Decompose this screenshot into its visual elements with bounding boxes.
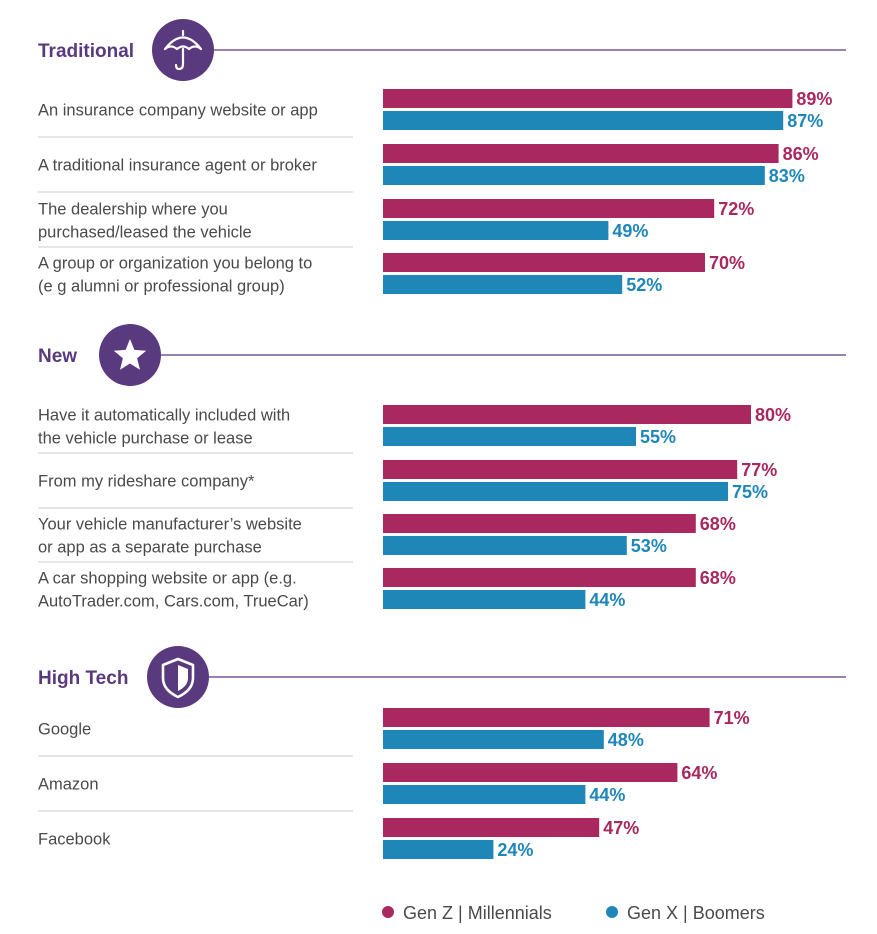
data-label: 86%: [783, 144, 819, 164]
row-label: purchased/leased the vehicle: [38, 224, 252, 242]
bar-row: Amazon 64% 44%: [38, 763, 717, 812]
section-high-tech: High Tech Google 71% 48% Amazon 64% 44% Faceboo…: [38, 668, 846, 860]
row-label: From my rideshare company*: [38, 473, 255, 491]
bar-genx-boomers: [383, 221, 609, 240]
row-label: Facebook: [38, 831, 111, 849]
bar-row: Have it automatically included with the v…: [38, 405, 791, 454]
row-label: Google: [38, 721, 91, 739]
data-label: 87%: [787, 111, 823, 131]
row-label: AutoTrader.com, Cars.com, TrueCar): [38, 593, 309, 611]
data-label: 77%: [741, 460, 777, 480]
bar-genz-millennials: [383, 253, 705, 272]
bar-row: Facebook 47% 24%: [38, 818, 639, 860]
bar-genz-millennials: [383, 568, 696, 587]
data-label: 72%: [718, 199, 754, 219]
row-label: An insurance company website or app: [38, 102, 318, 120]
row-label: Have it automatically included with: [38, 407, 290, 425]
shield-icon: [147, 646, 209, 708]
row-label: A group or organization you belong to: [38, 255, 312, 273]
bar-row: A traditional insurance agent or broker 8…: [38, 144, 819, 193]
data-label: 70%: [709, 253, 745, 273]
row-label: or app as a separate purchase: [38, 539, 262, 557]
bar-genz-millennials: [383, 144, 779, 163]
section-title: High Tech: [38, 668, 128, 689]
data-label: 24%: [497, 840, 533, 860]
bar-row: A car shopping website or app (e.g. AutoT…: [38, 568, 736, 611]
bar-genx-boomers: [383, 482, 728, 501]
bar-genx-boomers: [383, 840, 494, 859]
bar-genz-millennials: [383, 199, 715, 218]
section-title: Traditional: [38, 41, 134, 62]
legend-swatch: [382, 906, 394, 918]
umbrella-icon: [152, 19, 214, 81]
section-new: New Have it automatically included with th…: [38, 346, 846, 611]
data-label: 55%: [640, 427, 676, 447]
bar-genz-millennials: [383, 763, 678, 782]
data-label: 47%: [603, 818, 639, 838]
data-label: 89%: [796, 89, 832, 109]
legend-label: Gen Z | Millennials: [403, 903, 552, 923]
legend: Gen Z | Millennials Gen X | Boomers: [382, 903, 765, 923]
bar-row: Google 71% 48%: [38, 708, 750, 757]
data-label: 53%: [631, 536, 667, 556]
bar-row: Your vehicle manufacturer’s website or ap…: [38, 514, 736, 563]
bar-row: From my rideshare company* 77%75%: [38, 460, 777, 509]
row-label: The dealership where you: [38, 201, 228, 219]
data-label: 83%: [769, 166, 805, 186]
row-label: the vehicle purchase or lease: [38, 430, 253, 448]
legend-swatch: [606, 906, 618, 918]
data-label: 71%: [714, 708, 750, 728]
legend-label: Gen X | Boomers: [627, 903, 765, 923]
bar-row: An insurance company website or app 89%87…: [38, 89, 832, 138]
data-label: 48%: [608, 730, 644, 750]
row-label: Amazon: [38, 776, 99, 794]
bar-genz-millennials: [383, 708, 710, 727]
data-label: 52%: [626, 275, 662, 295]
bar-row: A group or organization you belong to (e …: [38, 253, 745, 296]
bar-genx-boomers: [383, 166, 765, 185]
bar-genz-millennials: [383, 460, 738, 479]
bar-genz-millennials: [383, 514, 696, 533]
bar-genx-boomers: [383, 111, 784, 130]
data-label: 68%: [700, 568, 736, 588]
star-icon: [99, 324, 161, 386]
bar-genx-boomers: [383, 536, 627, 555]
bar-genz-millennials: [383, 818, 600, 837]
row-label: Your vehicle manufacturer’s website: [38, 516, 302, 534]
data-label: 64%: [681, 763, 717, 783]
bar-genx-boomers: [383, 730, 604, 749]
data-label: 68%: [700, 514, 736, 534]
data-label: 44%: [589, 590, 625, 610]
bar-genz-millennials: [383, 89, 793, 108]
bar-genx-boomers: [383, 785, 586, 804]
section-title: New: [38, 346, 77, 367]
row-label: A car shopping website or app (e.g.: [38, 570, 297, 588]
bar-genx-boomers: [383, 427, 636, 446]
section-traditional: Traditional An insurance company website …: [38, 41, 846, 296]
data-label: 49%: [612, 221, 648, 241]
bar-row: The dealership where you purchased/leased…: [38, 199, 754, 248]
data-label: 75%: [732, 482, 768, 502]
bar-genz-millennials: [383, 405, 751, 424]
bar-genx-boomers: [383, 275, 623, 294]
data-label: 80%: [755, 405, 791, 425]
bar-genx-boomers: [383, 590, 586, 609]
row-label: A traditional insurance agent or broker: [38, 157, 317, 175]
data-label: 44%: [589, 785, 625, 805]
row-label: (e g alumni or professional group): [38, 278, 285, 296]
